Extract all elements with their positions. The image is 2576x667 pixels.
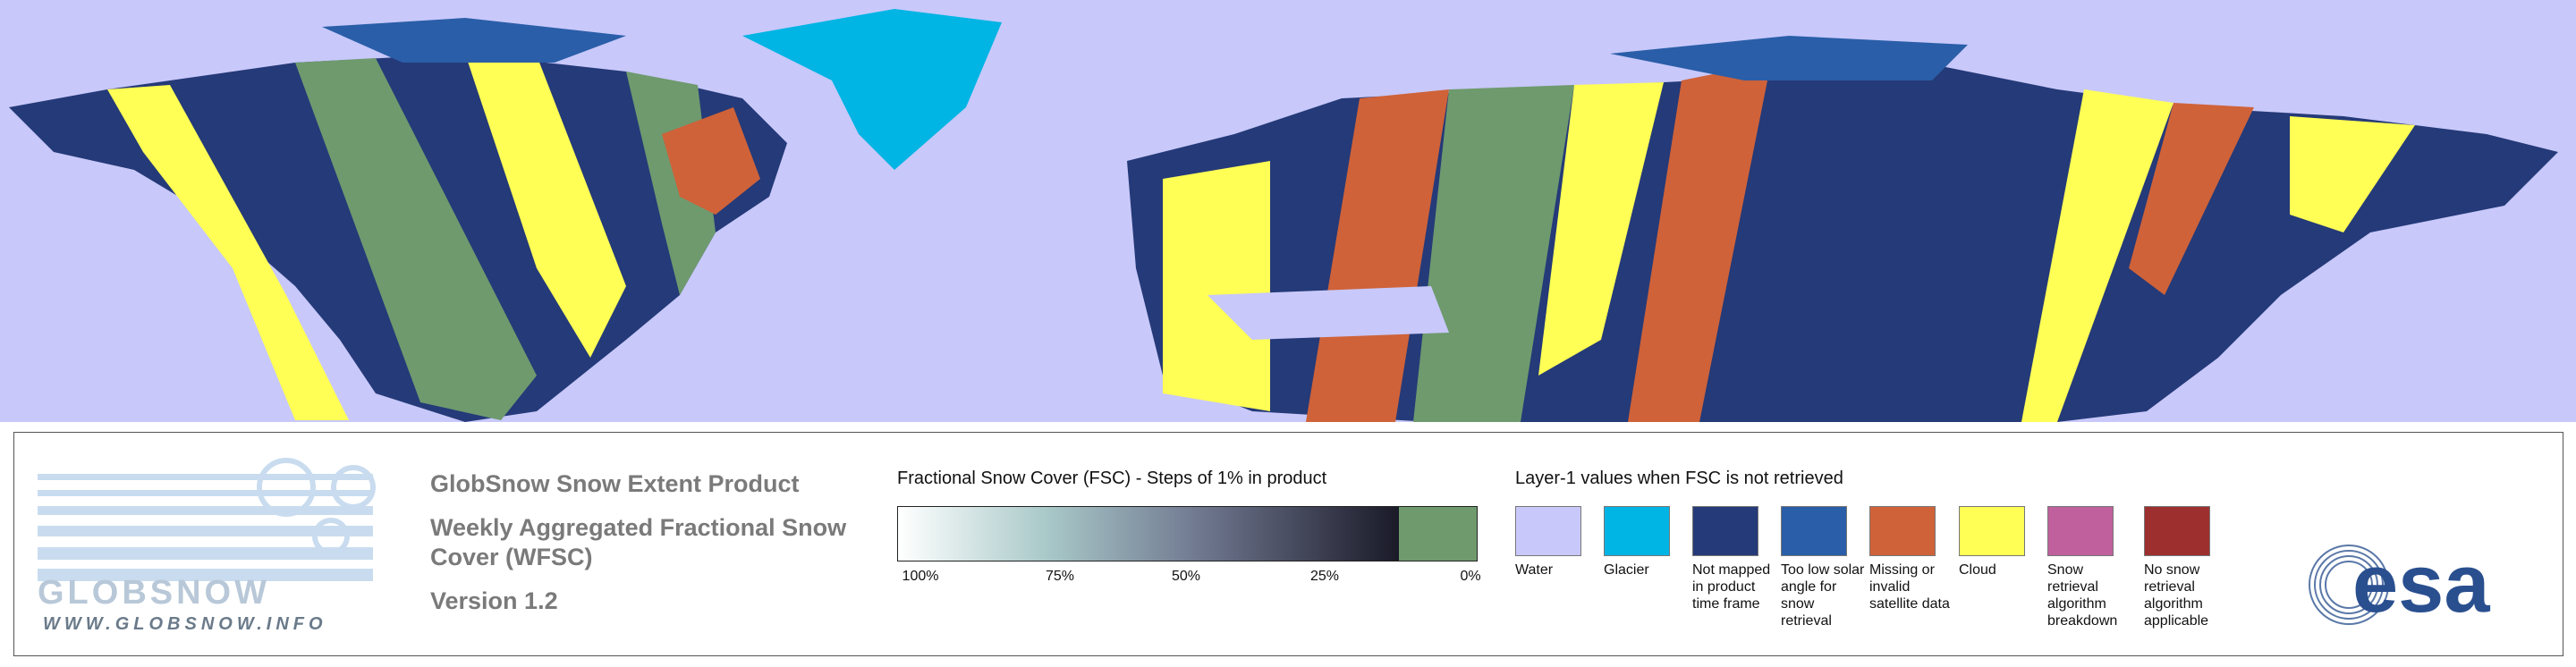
colorbar-tick-label: 50% <box>1171 569 1201 584</box>
esa-text: esa <box>2352 540 2490 629</box>
colorbar-tick-label: 100% <box>902 569 939 584</box>
legend-label: Not mapped in product time frame <box>1692 562 1771 612</box>
esa-logo: esa <box>2309 540 2490 629</box>
logo-url: WWW.GLOBSNOW.INFO <box>43 614 327 634</box>
legend-label: Water <box>1515 562 1554 578</box>
legend-swatch <box>2144 506 2210 556</box>
legend-panel <box>13 432 2563 656</box>
legend-label: Snow retrieval algorithm breakdown <box>2047 562 2118 629</box>
version: Version 1.2 <box>430 587 558 614</box>
colorbar-tick-label: 0% <box>1460 569 1481 584</box>
legend-swatch <box>1515 506 1581 556</box>
legend-swatch <box>2047 506 2114 556</box>
legend-item: Snow retrieval algorithm breakdown <box>2047 506 2133 629</box>
legend-label: Cloud <box>1959 562 1996 578</box>
legend-swatch <box>1692 506 1758 556</box>
globsnow-logo: GLOBSNOW WWW.GLOBSNOW.INFO <box>38 458 376 634</box>
legend-label: Glacier <box>1604 562 1649 578</box>
legend-swatch <box>1869 506 1936 556</box>
legend-item: Missing or invalid satellite data <box>1869 506 1955 612</box>
legend-swatch <box>1959 506 2025 556</box>
legend-title: Layer-1 values when FSC is not retrieved <box>1515 469 1843 488</box>
logo-name: GLOBSNOW <box>38 574 270 612</box>
legend-item: No snow retrieval algorithm applicable <box>2144 506 2230 629</box>
title: GlobSnow Snow Extent Product <box>430 470 800 497</box>
legend-item: Not mapped in product time frame <box>1692 506 1778 612</box>
legend-swatch <box>1781 506 1847 556</box>
colorbar-title: Fractional Snow Cover (FSC) - Steps of 1… <box>897 469 1327 488</box>
colorbar-tick-label: 25% <box>1309 569 1340 584</box>
legend-item: Too low solar angle for snow retrieval <box>1781 506 1867 629</box>
legend-label: Too low solar angle for snow retrieval <box>1781 562 1865 629</box>
legend-item: Water <box>1515 506 1601 578</box>
legend-item: Cloud <box>1959 506 2045 578</box>
snow-map <box>0 0 2576 422</box>
colorbar <box>897 506 1478 561</box>
colorbar-tick-label: 75% <box>1045 569 1075 584</box>
legend-label: Missing or invalid satellite data <box>1869 562 1950 612</box>
legend-swatch <box>1604 506 1670 556</box>
subtitle: Weekly Aggregated Fractional Snow Cover … <box>430 514 847 570</box>
legend-item: Glacier <box>1604 506 1690 578</box>
legend-label: No snow retrieval algorithm applicable <box>2144 562 2209 629</box>
